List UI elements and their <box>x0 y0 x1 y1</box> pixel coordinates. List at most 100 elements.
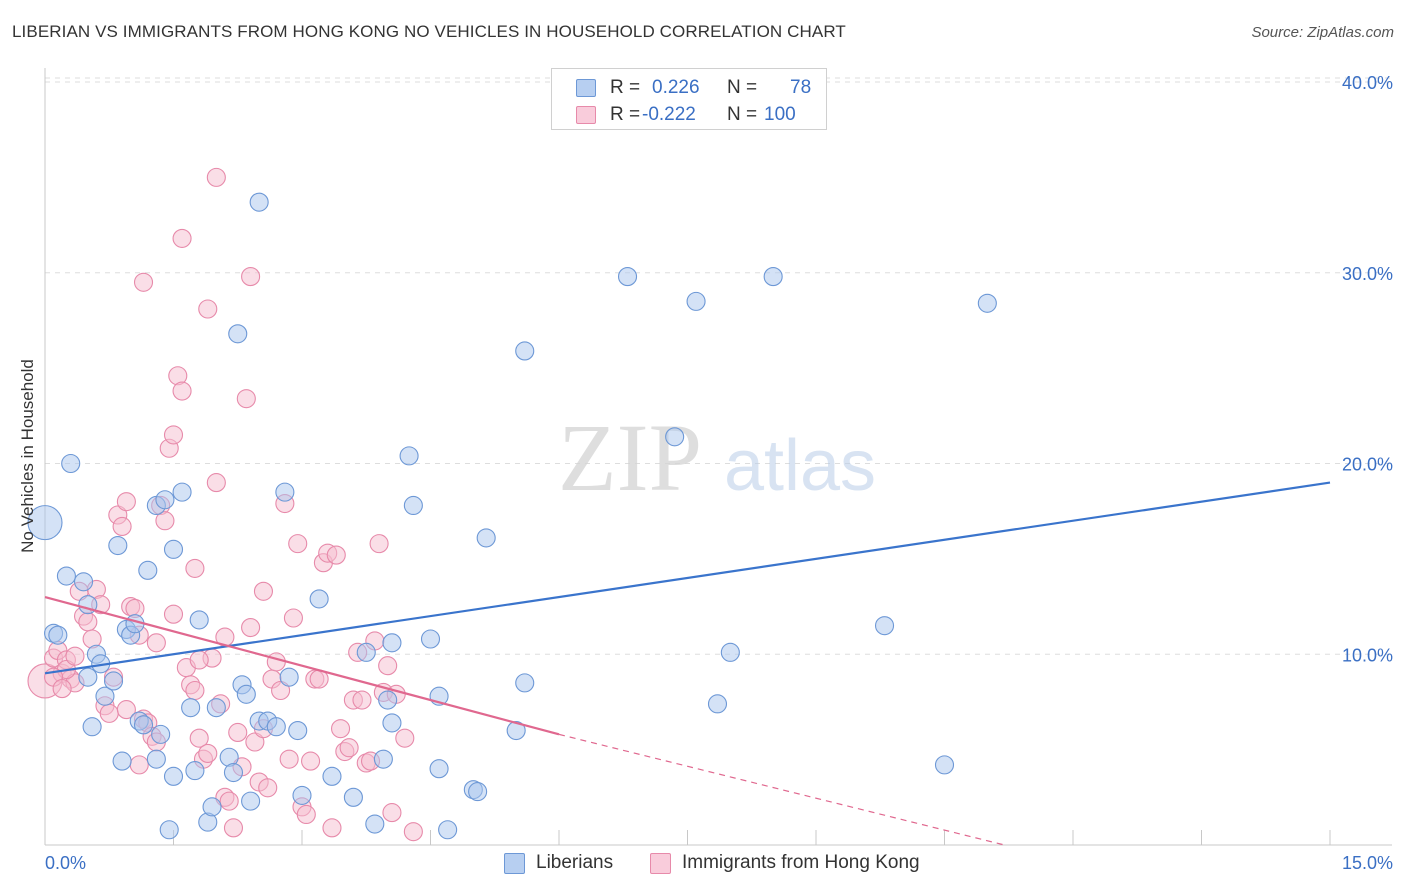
liberians-point <box>438 820 458 840</box>
correlation-legend: R = 0.226 N = 78 R = -0.222 N = 100 <box>551 68 827 130</box>
liberians-point <box>686 291 706 311</box>
liberians-point <box>133 715 154 735</box>
hong-kong-point <box>253 581 274 601</box>
hong-kong-point <box>339 738 359 758</box>
liberians-point <box>515 673 535 693</box>
y-tick-label: 10.0% <box>1342 645 1393 665</box>
liberians-point <box>365 814 385 834</box>
hong-kong-point <box>288 534 308 554</box>
liberians-point <box>228 324 248 344</box>
hong-kong-point <box>378 656 398 676</box>
liberians-point <box>476 528 496 548</box>
liberians-point <box>617 267 638 287</box>
liberians-point <box>159 820 179 840</box>
legend-r-value: -0.222 <box>642 104 696 125</box>
liberians-point <box>343 787 363 807</box>
liberians-point <box>420 629 441 649</box>
liberians-point <box>266 717 286 737</box>
hong-kong-point <box>146 633 166 653</box>
liberians-point <box>108 535 128 556</box>
hong-kong-point <box>245 732 265 752</box>
hong-kong-point <box>382 803 402 823</box>
legend-n-label: N = <box>727 104 758 125</box>
liberians-point <box>399 446 419 466</box>
hong-kong-point <box>99 703 119 723</box>
legend-label-liberians: Liberians <box>536 852 614 873</box>
liberians-point <box>206 698 226 718</box>
liberians-point <box>292 785 312 805</box>
trend-line-hong-kong-extension <box>558 733 1005 846</box>
legend-r-label: R = <box>610 104 641 125</box>
liberians-point <box>151 724 171 744</box>
x-tick-label: 0.0% <box>45 853 86 873</box>
liberians-point <box>61 453 81 474</box>
watermark: ZIP atlas <box>558 404 876 511</box>
liberians-point <box>48 625 68 645</box>
legend-r-value: 0.226 <box>652 77 700 98</box>
trend-lines <box>44 481 1331 846</box>
hong-kong-point <box>116 700 136 720</box>
series-liberians-points <box>27 192 997 840</box>
trend-line-hong-kong <box>44 595 560 736</box>
hong-kong-point <box>369 534 389 554</box>
hong-kong-point <box>198 299 218 319</box>
liberians-point <box>874 616 895 636</box>
liberians-point <box>382 713 402 733</box>
hong-kong-point <box>236 389 256 409</box>
legend-n-value: 78 <box>790 77 812 98</box>
hong-kong-point <box>241 267 261 287</box>
hong-kong-point <box>228 722 248 743</box>
liberians-point <box>707 694 728 714</box>
hong-kong-point <box>189 650 209 670</box>
hong-kong-point <box>271 680 291 701</box>
liberians-point <box>185 761 205 781</box>
tick-labels: 10.0% 20.0% 30.0% 40.0% 0.0% 15.0% <box>45 73 1393 873</box>
liberians-point <box>56 566 76 586</box>
hong-kong-point <box>78 612 98 632</box>
hong-kong-point <box>301 751 321 771</box>
hong-kong-point <box>258 778 278 798</box>
liberians-point <box>468 782 488 802</box>
watermark-zip: ZIP <box>558 404 702 511</box>
watermark-atlas: atlas <box>724 426 876 506</box>
liberians-point <box>720 642 740 662</box>
liberians-point <box>288 720 308 741</box>
liberians-point <box>934 755 955 775</box>
hong-kong-point <box>395 728 415 748</box>
axes <box>44 68 1392 846</box>
hong-kong-point <box>185 680 205 701</box>
liberians-point <box>382 633 402 653</box>
liberians-point <box>223 762 244 783</box>
hong-kong-point <box>296 804 316 825</box>
liberians-point <box>275 482 295 502</box>
liberians-point <box>506 720 526 741</box>
hong-kong-point <box>322 818 342 838</box>
liberians-point <box>82 717 102 737</box>
hong-kong-point <box>185 558 205 578</box>
hong-kong-point <box>116 492 136 512</box>
hong-kong-point <box>129 755 149 775</box>
liberians-point <box>112 751 132 771</box>
liberians-point <box>155 490 175 510</box>
hong-kong-point <box>172 228 192 248</box>
liberians-point <box>241 791 261 811</box>
hong-kong-point <box>172 381 192 401</box>
hong-kong-point <box>352 690 372 710</box>
hong-kong-point <box>163 604 184 624</box>
y-tick-label: 30.0% <box>1342 264 1393 284</box>
liberians-point <box>202 797 222 817</box>
hong-kong-point <box>266 652 286 672</box>
liberians-point <box>373 749 393 769</box>
legend-label-hong-kong: Immigrants from Hong Kong <box>682 852 920 873</box>
liberians-point <box>309 589 329 609</box>
hong-kong-point <box>403 822 423 842</box>
legend-r-label: R = <box>610 77 641 98</box>
grid-lines <box>45 77 1392 655</box>
liberians-point <box>403 495 423 516</box>
liberians-point <box>236 684 256 704</box>
hong-kong-point <box>283 608 303 628</box>
hong-kong-point <box>326 545 346 565</box>
y-axis-label: No Vehicles in Household <box>18 359 37 553</box>
y-tick-label: 20.0% <box>1342 455 1393 475</box>
liberians-point <box>249 192 269 212</box>
